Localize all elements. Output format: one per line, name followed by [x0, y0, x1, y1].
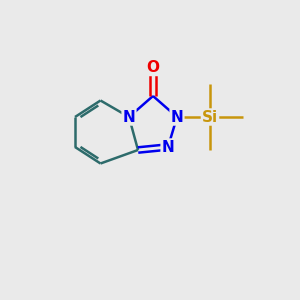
Text: N: N — [171, 110, 183, 124]
Text: N: N — [123, 110, 135, 124]
Text: Si: Si — [202, 110, 218, 124]
Text: O: O — [146, 60, 160, 75]
Text: N: N — [162, 140, 174, 154]
